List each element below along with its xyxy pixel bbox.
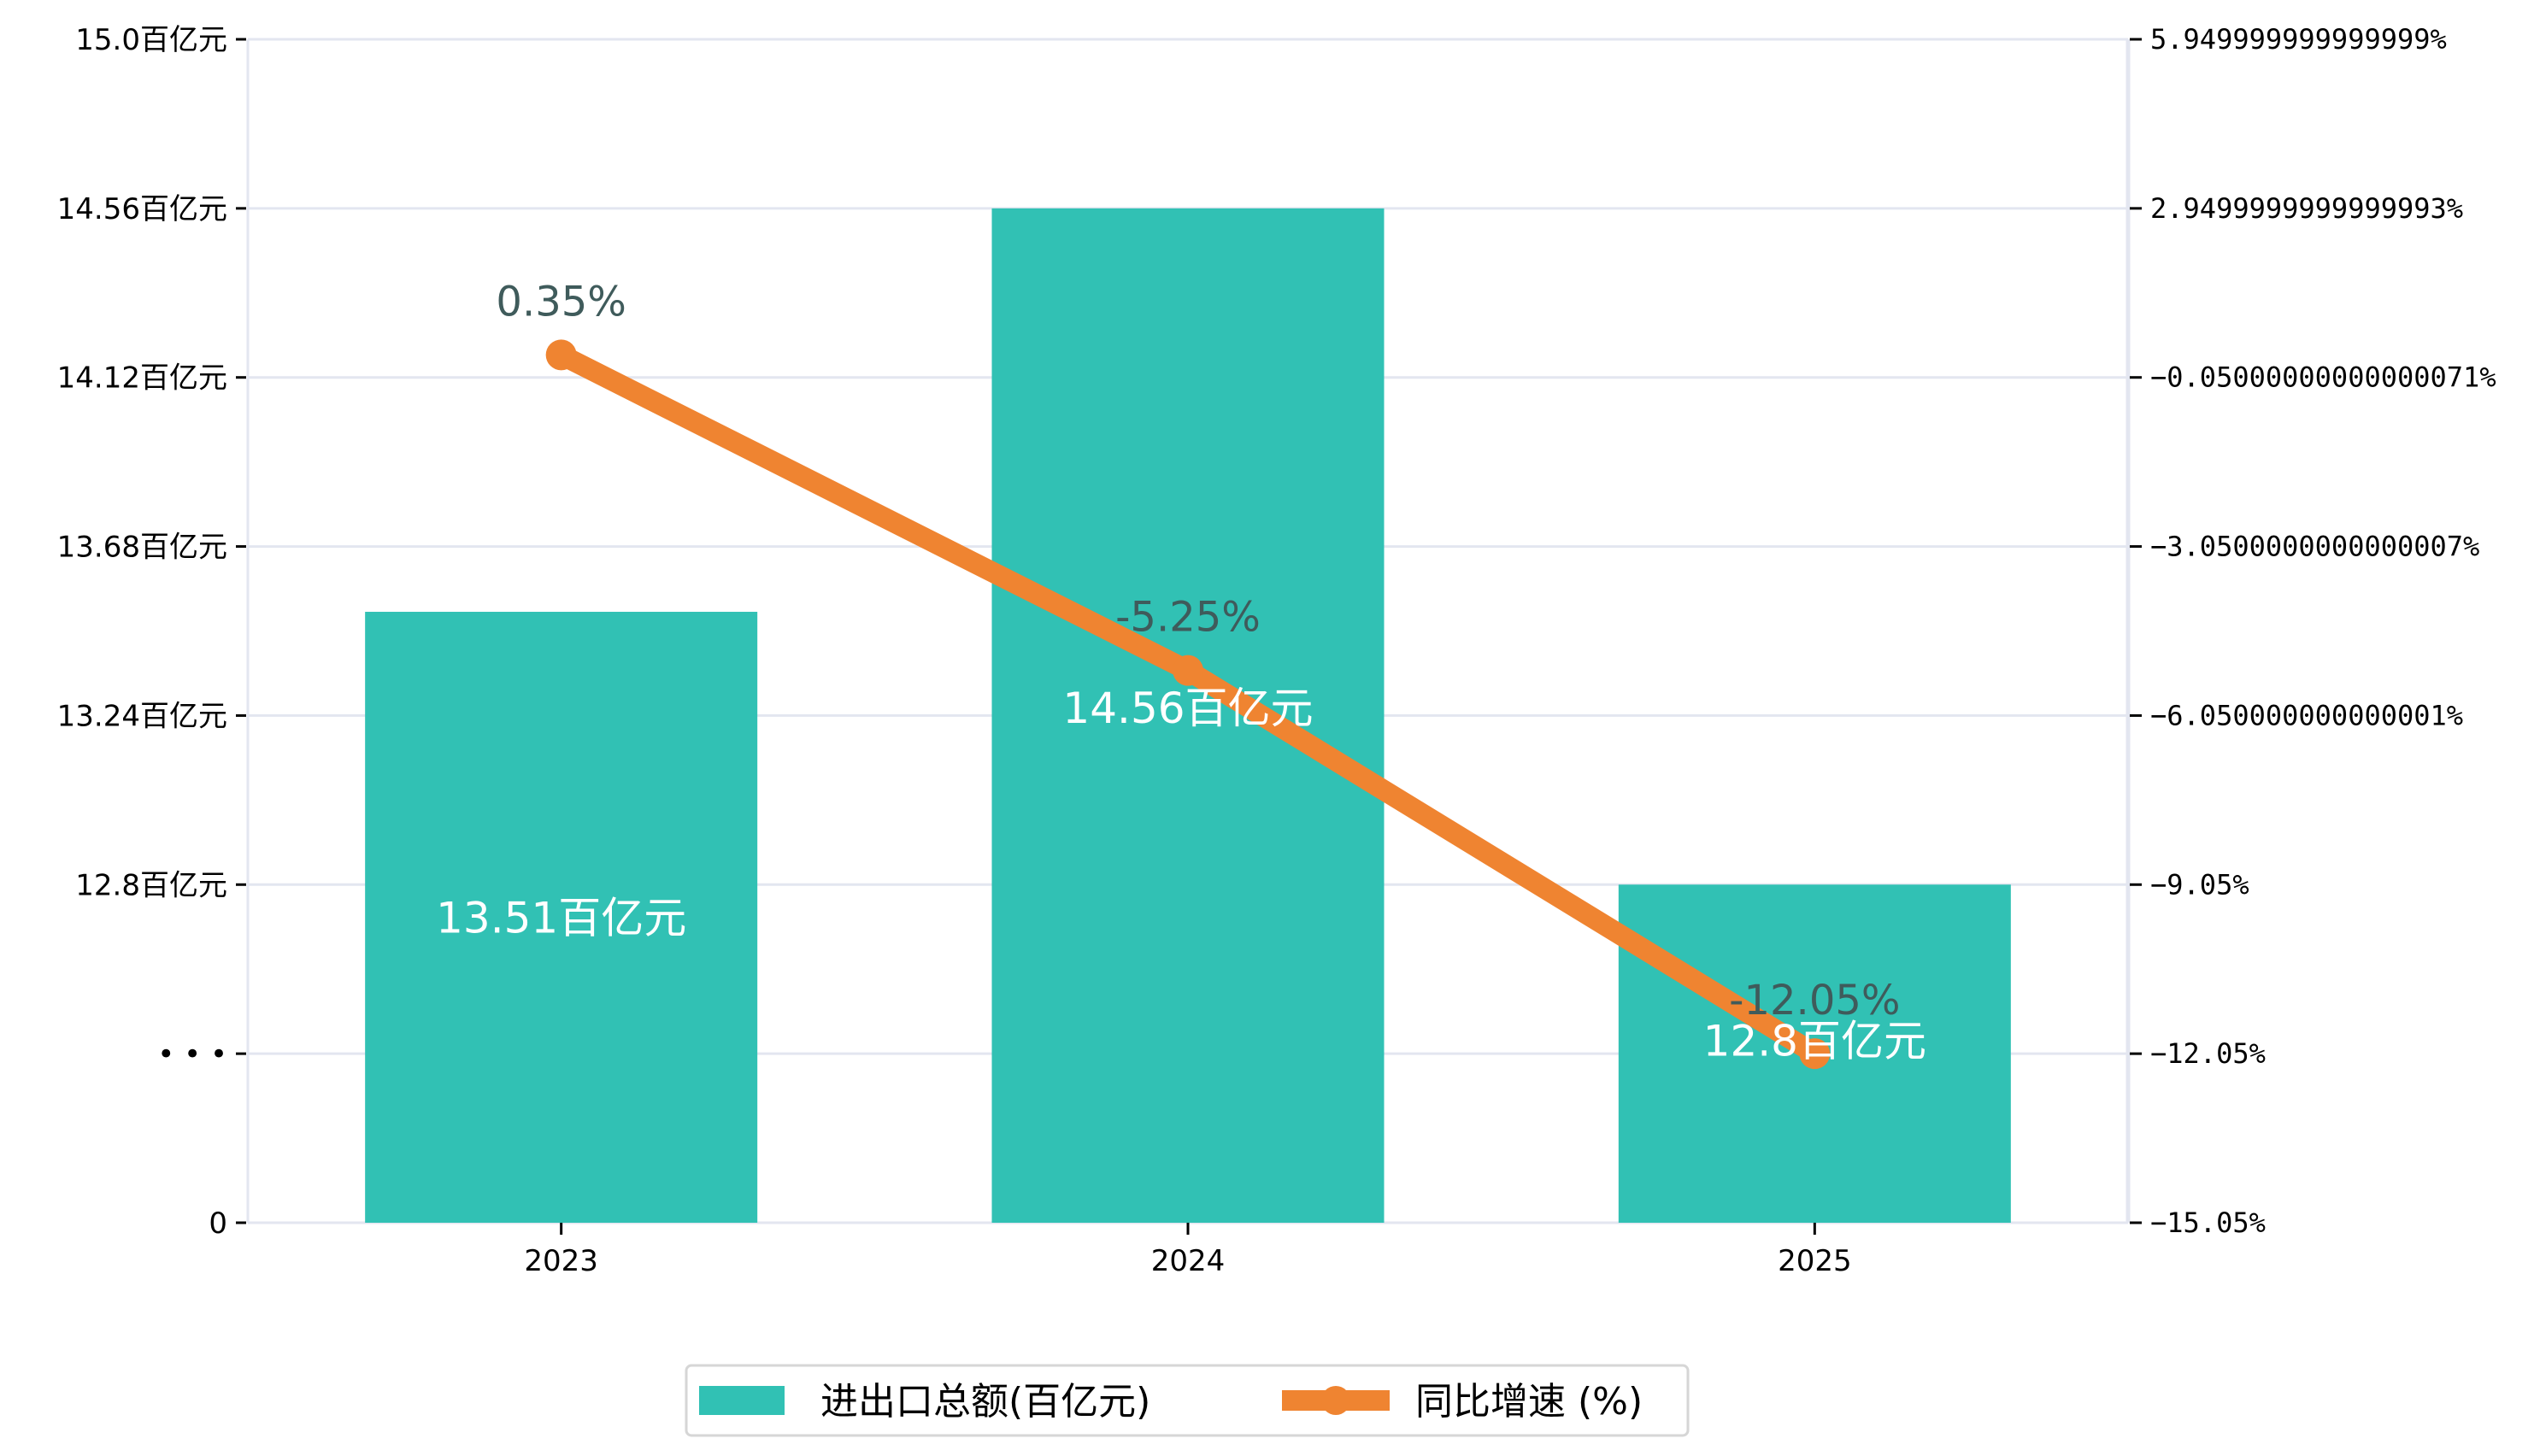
right-tick-label: 2.9499999999999993%	[2150, 192, 2463, 225]
bar-value-label: 13.51百亿元	[436, 894, 686, 943]
right-tick-label: −3.0500000000000007%	[2150, 531, 2479, 563]
legend-box	[685, 1364, 1690, 1437]
growth-line	[545, 339, 1831, 1070]
right-tick-label: −6.050000000000001%	[2150, 699, 2463, 731]
legend-bar-label: 进出口总额(百亿元)	[820, 1380, 1150, 1424]
growth-value-label: -12.05%	[1729, 977, 1900, 1024]
right-axis: −15.05% −12.05% −9.05% −6.050000000000001% −…	[2130, 23, 2496, 1239]
left-tick-label: 12.8百亿元	[75, 868, 227, 902]
growth-point-2023	[545, 339, 577, 371]
growth-point-2024	[1173, 655, 1203, 686]
bar-value-label: 14.56百亿元	[1062, 684, 1313, 733]
left-tick-label: 13.68百亿元	[57, 531, 227, 565]
left-tick-label: 14.56百亿元	[57, 192, 227, 226]
right-tick-label: −0.05000000000000071%	[2150, 361, 2496, 394]
growth-value-label: -5.25%	[1115, 594, 1261, 642]
x-tick-label: 2025	[1778, 1244, 1852, 1278]
x-tick-label: 2023	[524, 1244, 598, 1278]
left-tick-label: 13.24百亿元	[57, 699, 227, 733]
growth-value-label: 0.35%	[496, 278, 626, 326]
x-axis: 2023 2024 2025	[524, 1223, 1852, 1278]
legend: 进出口总额(百亿元) 同比增速 (%)	[685, 1364, 1690, 1437]
right-tick-label: −12.05%	[2150, 1037, 2266, 1070]
left-tick-label: 0	[209, 1206, 227, 1241]
right-tick-label: −9.05%	[2150, 868, 2249, 901]
legend-line-marker	[1321, 1386, 1350, 1415]
bar-2024	[991, 208, 1385, 1223]
right-tick-label: −15.05%	[2150, 1206, 2266, 1239]
data-labels: 13.51百亿元 14.56百亿元 12.8百亿元 0.35% -5.25% -12.05…	[436, 278, 1926, 1066]
bar-2023	[365, 612, 758, 1223]
bar-value-label: 12.8百亿元	[1703, 1016, 1926, 1066]
right-tick-label: 5.949999999999999%	[2150, 23, 2447, 56]
left-axis: 0 • • • 12.8百亿元 13.24百亿元 13.68百亿元 14.12百亿元 14.…	[57, 23, 246, 1241]
legend-line-label: 同比增速 (%)	[1415, 1380, 1643, 1424]
left-tick-label: 15.0百亿元	[75, 23, 227, 57]
x-tick-label: 2024	[1151, 1244, 1226, 1278]
growth-point-2025	[1799, 1038, 1831, 1070]
left-tick-label: • • •	[157, 1037, 227, 1071]
left-tick-label: 14.12百亿元	[57, 361, 227, 396]
legend-bar-swatch	[699, 1386, 785, 1415]
